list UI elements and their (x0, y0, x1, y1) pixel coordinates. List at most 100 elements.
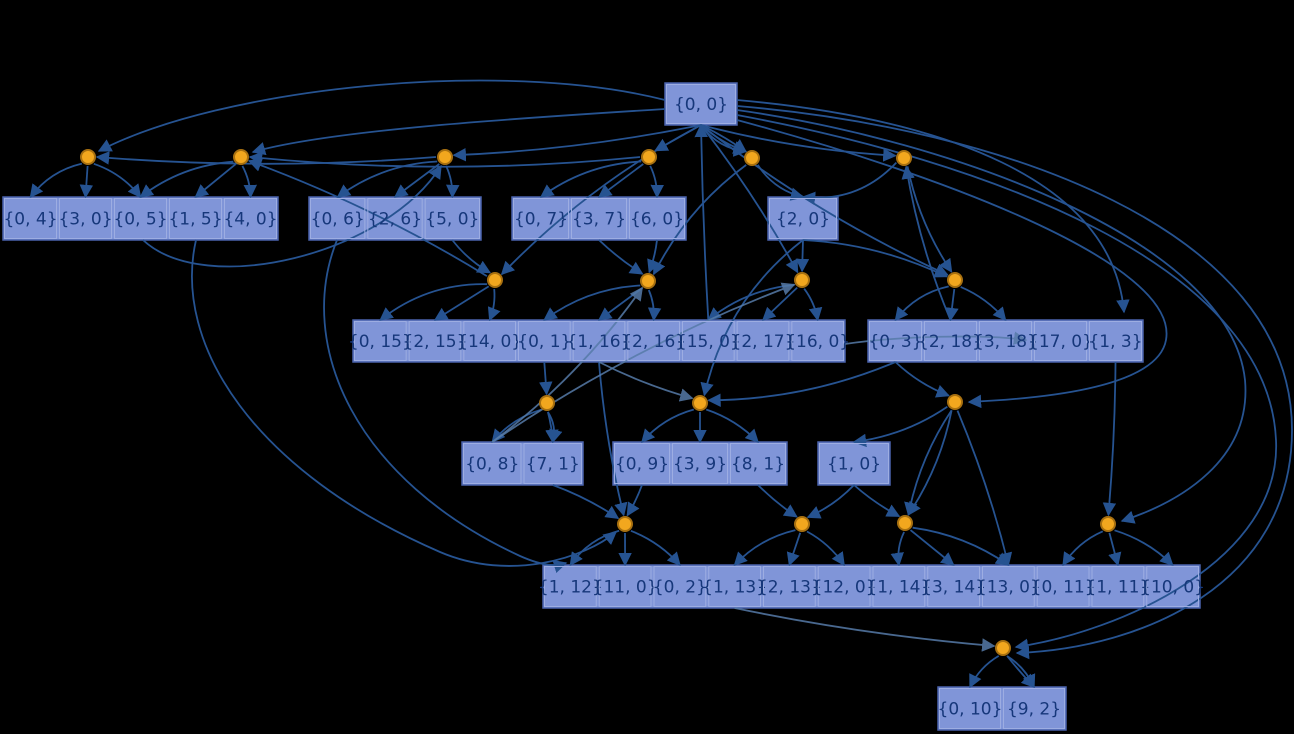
record-node-cells-rH: {1, 12}{11, 0}{0, 2}{1, 13}{2, 13}{12, 0… (538, 566, 1205, 607)
record-node-rI (937, 686, 1067, 731)
edge-rC.1-to-d8 (598, 239, 644, 275)
record-cell-label: {0, 11} (1031, 578, 1096, 598)
record-cell-label: {11, 0} (593, 578, 658, 598)
record-cell-label: {14, 0} (457, 332, 522, 352)
edge-d10-to-rE.0 (894, 285, 949, 322)
edge-d13-to-d16 (907, 410, 953, 516)
record-cell-label: {3, 14} (921, 578, 986, 598)
record-cell (224, 198, 277, 239)
edge-rE.1-to-d6 (901, 165, 952, 321)
edge-d18-to-rI.1 (1006, 655, 1035, 688)
edge-b00-to-d7 (500, 124, 702, 276)
record-cell (1146, 566, 1199, 607)
edge-d3-to-rB.0 (336, 160, 438, 198)
record-cell (544, 566, 597, 607)
point-node-d10 (947, 272, 963, 288)
record-node-cells-rD: {0, 15}{2, 15}{14, 0}{0, 1}{1, 16}{2, 16… (348, 321, 850, 361)
edge-d3-to-rB.1 (393, 163, 440, 198)
point-node-d7 (487, 272, 503, 288)
record-cell-label: {2, 13} (757, 578, 822, 598)
point-node-d8 (640, 273, 656, 289)
record-cell (1034, 321, 1087, 361)
record-node-cells-rC: {0, 7} {3, 7} {6, 0} (513, 198, 685, 239)
edge-d11-to-rF.1 (547, 411, 563, 444)
record-cell-label: {13, 0} (976, 578, 1041, 598)
record-cell (4, 198, 57, 239)
edge-rB.2-to-d7 (451, 239, 492, 274)
record-cell (1036, 566, 1090, 607)
edge-rG.0-to-d14 (626, 484, 643, 517)
edge-d8-to-rD.5 (647, 289, 662, 322)
record-cell (629, 198, 685, 239)
cell-labels-layer: {0, 0}{0, 4} {3, 0} {0, 5} {1, 5} {4, 0} {0, … (3, 84, 1205, 729)
edge-rF.0-to-d9 (491, 282, 796, 443)
record-node-rF (461, 441, 584, 486)
edge-b20.0-to-d9 (795, 239, 810, 273)
record-cell (682, 321, 735, 361)
edge-d13-to-b10.0 (852, 405, 948, 448)
record-cell-label: {1, 5} (168, 210, 222, 230)
record-cell-label: {0, 6} (311, 210, 365, 230)
record-cell-label: {2, 17} (731, 332, 796, 352)
edge-d16-to-rH.8 (912, 526, 1010, 566)
record-cell-label: {1, 14} (866, 578, 931, 598)
edge-b00-to-d10 (700, 124, 949, 277)
record-node-rE (867, 319, 1144, 363)
edge-b00-to-d6 (700, 124, 897, 162)
edge-d2-to-rA.3 (194, 163, 237, 198)
record-node-cells-rB: {0, 6} {2, 6} {5, 0} (310, 198, 480, 239)
edge-rA.3-to-d14 (191, 239, 618, 567)
edge-d12-to-rG.0 (641, 408, 695, 444)
record-cell-label: {0, 9} (615, 455, 669, 475)
point-node-d3 (437, 149, 453, 165)
record-cell (924, 321, 977, 361)
point-node-d5 (744, 150, 760, 166)
point-node-d6 (896, 150, 912, 166)
edge-rF.1-to-d14 (552, 484, 620, 519)
edge-d7-to-d2 (247, 158, 488, 277)
edge-rE.4-to-d17 (1102, 361, 1117, 517)
record-node-cells-b10: {1, 0} (819, 443, 889, 484)
edge-d4-to-rC.2 (649, 165, 664, 199)
edge-d1-to-rA.2 (93, 162, 142, 199)
record-cell-label: {0, 1} (517, 332, 571, 352)
edge-rE.0-to-d13 (894, 361, 950, 398)
edge-d17-to-rH.9 (1062, 530, 1104, 567)
edge-d15-to-rH.5 (806, 530, 845, 567)
record-cell (572, 321, 626, 361)
record-node-cells-rG: {0, 9} {3, 9} {8, 1} (614, 443, 786, 484)
point-node-d11 (539, 395, 555, 411)
record-cell (354, 321, 407, 361)
edge-d17-to-rH.11 (1114, 529, 1174, 566)
record-node-cells-b20: {2, 0} (769, 198, 837, 239)
edge-d18-to-rI.0 (969, 655, 1000, 689)
edge-d11-to-rF.0 (491, 408, 542, 444)
edge-d16-to-rH.7 (909, 529, 955, 566)
record-cell (1003, 688, 1065, 729)
point-node-d14 (617, 516, 633, 532)
record-cell (869, 321, 922, 361)
record-cell (169, 198, 222, 239)
edge-b00-to-d18 (736, 114, 1277, 652)
record-cell-label: {2, 16} (621, 332, 686, 352)
record-cell (763, 566, 816, 607)
point-node-d9 (794, 272, 810, 288)
record-cell (872, 566, 926, 607)
record-cell (672, 443, 728, 484)
edge-d16-to-rH.6 (890, 531, 905, 567)
record-cell-label: {0, 0} (674, 95, 728, 115)
record-nodes-layer (2, 82, 1201, 731)
point-node-d4 (641, 149, 657, 165)
edge-b00-to-d1 (97, 79, 666, 152)
edge-b10.0-to-d15 (806, 484, 855, 519)
record-cell-label: {1, 11} (1085, 578, 1150, 598)
point-node-d17 (1100, 516, 1116, 532)
edge-d3-to-rB.2 (445, 165, 460, 199)
record-cell (736, 321, 790, 361)
edge-d15-to-rH.4 (786, 532, 802, 567)
edge-rD.4-to-d14 (598, 361, 628, 517)
point-node-d1 (80, 149, 96, 165)
edge-rB.0-to-rH.0 (323, 239, 568, 573)
